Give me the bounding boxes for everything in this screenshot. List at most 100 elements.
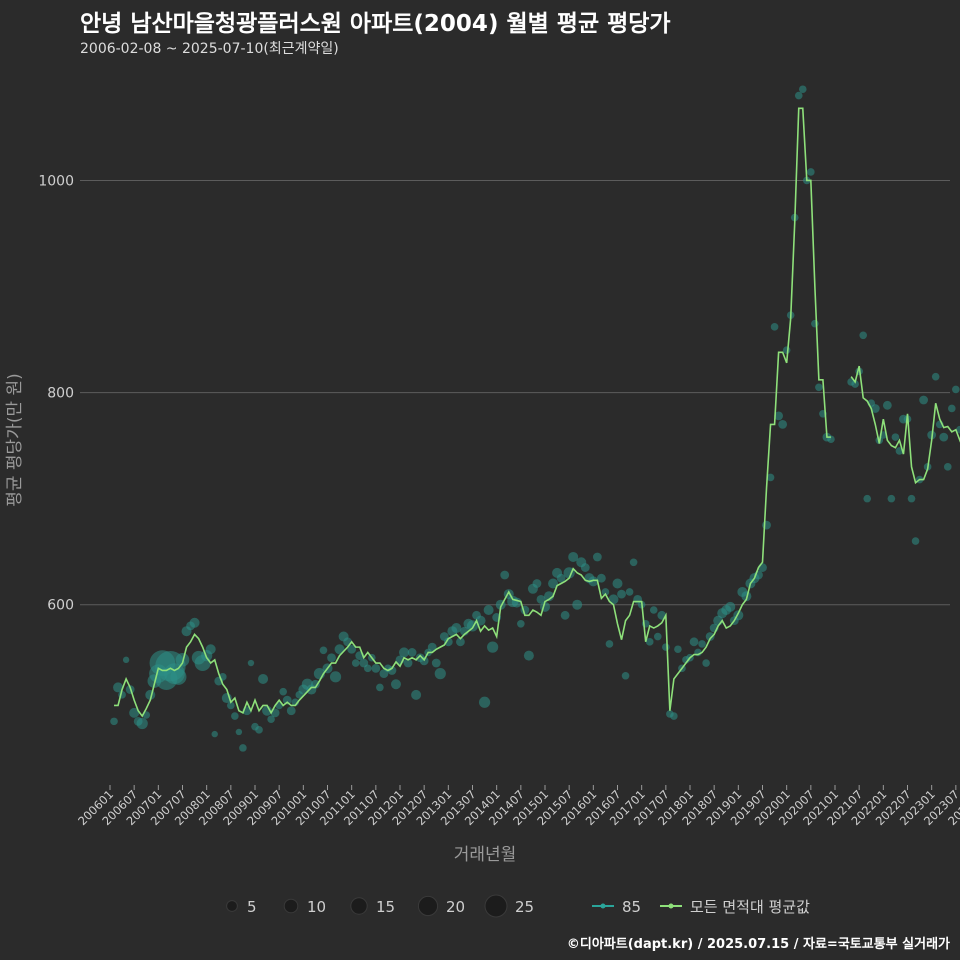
bubble-point: [427, 642, 437, 652]
bubble-point: [483, 605, 494, 615]
bubble-point: [887, 494, 896, 503]
bubble-point: [770, 323, 779, 331]
bubble-point: [282, 695, 292, 705]
bubble-point: [434, 668, 446, 680]
bubble-point: [231, 712, 239, 720]
bubble-point: [851, 380, 859, 388]
bubble-point: [532, 579, 542, 588]
bubble-point: [258, 673, 269, 684]
bubble-point: [113, 682, 124, 693]
bubble-point: [778, 419, 788, 429]
bubble-point: [762, 520, 771, 530]
legend-size-bubble: [484, 894, 508, 918]
bubble-point: [882, 400, 892, 410]
bubble-point: [911, 537, 920, 545]
y-axis-title: 평균 평당가(만 원): [5, 373, 25, 507]
bubble-point: [794, 91, 803, 100]
bubble-layer: [110, 85, 960, 752]
legend-size-label: 25: [515, 898, 534, 916]
bubble-point: [122, 656, 130, 664]
bubble-point: [919, 395, 929, 405]
bubble-point: [702, 659, 710, 667]
y-axis-ticks: 600 800 1000: [38, 173, 74, 613]
legend-size-label: 5: [247, 898, 257, 916]
chart-subtitle: 2006-02-08 ~ 2025-07-10(최근계약일): [80, 41, 339, 57]
bubble-point: [572, 599, 583, 610]
bubble-point: [649, 606, 658, 614]
bubble-point: [523, 650, 534, 661]
bubble-point: [782, 346, 791, 354]
bubble-point: [371, 663, 381, 673]
bubble-point: [653, 632, 662, 641]
bubble-point: [939, 432, 949, 442]
legend-size-label: 15: [376, 898, 395, 916]
bubble-point: [674, 645, 682, 654]
bubble-point: [431, 658, 441, 668]
bubble-point: [517, 619, 525, 628]
bubble-point: [689, 637, 699, 647]
bubble-point: [662, 643, 670, 651]
bubble-point: [136, 717, 148, 730]
bubble-point: [387, 666, 397, 675]
bubble-point: [629, 558, 638, 567]
bubble-point: [952, 385, 960, 394]
bubble-point: [327, 653, 336, 663]
bubble-point: [948, 404, 956, 413]
legend-line-label: 85: [622, 898, 641, 916]
bubble-point: [399, 647, 410, 658]
bubble-point: [548, 578, 559, 589]
bubble-point: [859, 331, 867, 340]
bubble-point: [267, 715, 275, 724]
bubble-point: [645, 638, 654, 646]
bubble-point: [311, 679, 320, 689]
bubble-point: [766, 473, 775, 482]
bubble-point: [544, 591, 555, 602]
legend-line-dot: [600, 903, 606, 909]
legend-line-dot: [668, 903, 674, 909]
bubble-point: [556, 573, 566, 583]
bubble-point: [351, 659, 360, 667]
legend-size-bubble: [283, 898, 299, 914]
bubble-point: [863, 494, 872, 503]
bubble-point: [596, 573, 606, 583]
bubble-point: [487, 641, 499, 653]
bubble-point: [500, 570, 510, 580]
bubble-point: [478, 696, 491, 708]
bubble-point: [347, 644, 357, 654]
x-axis-title: 거래년월: [454, 845, 517, 865]
legend-line-label: 모든 면적대 평균값: [690, 898, 810, 916]
legend-size-label: 10: [307, 898, 326, 916]
line-layer: [114, 107, 960, 718]
bubble-point: [110, 717, 118, 726]
bubble-point: [870, 404, 880, 413]
bubble-point: [363, 664, 372, 673]
bubble-point: [698, 640, 706, 648]
bubble-point: [568, 551, 579, 562]
bubble-point: [407, 648, 417, 657]
legend-size-label: 20: [446, 898, 465, 916]
bubble-point: [403, 658, 413, 668]
bubble-point: [170, 668, 187, 685]
bubble-point: [815, 383, 823, 392]
legend-size-bubble: [350, 897, 368, 915]
bubble-point: [247, 659, 255, 667]
bubble-point: [329, 671, 342, 683]
bubble-point: [625, 588, 634, 596]
legend: 5 10 15 20 25 85 모든 면적대 평균값: [226, 894, 810, 918]
bubble-point: [390, 679, 401, 690]
bubble-point: [592, 552, 602, 562]
y-tick-label: 800: [47, 386, 74, 402]
bubble-point: [601, 588, 610, 596]
bubble-point: [580, 563, 590, 572]
average-price-line: [114, 107, 831, 718]
bubble-point: [588, 576, 599, 587]
bubble-point: [205, 644, 216, 655]
bubble-point: [189, 617, 200, 628]
bubble-point: [411, 689, 422, 700]
bubble-point: [798, 85, 807, 94]
bubble-point: [319, 646, 328, 655]
bubble-point: [235, 728, 243, 736]
footer-credit: ©디아파트(dapt.kr) / 2025.07.15 / 자료=국토교통부 실…: [566, 937, 950, 952]
bubble-point: [239, 744, 247, 752]
